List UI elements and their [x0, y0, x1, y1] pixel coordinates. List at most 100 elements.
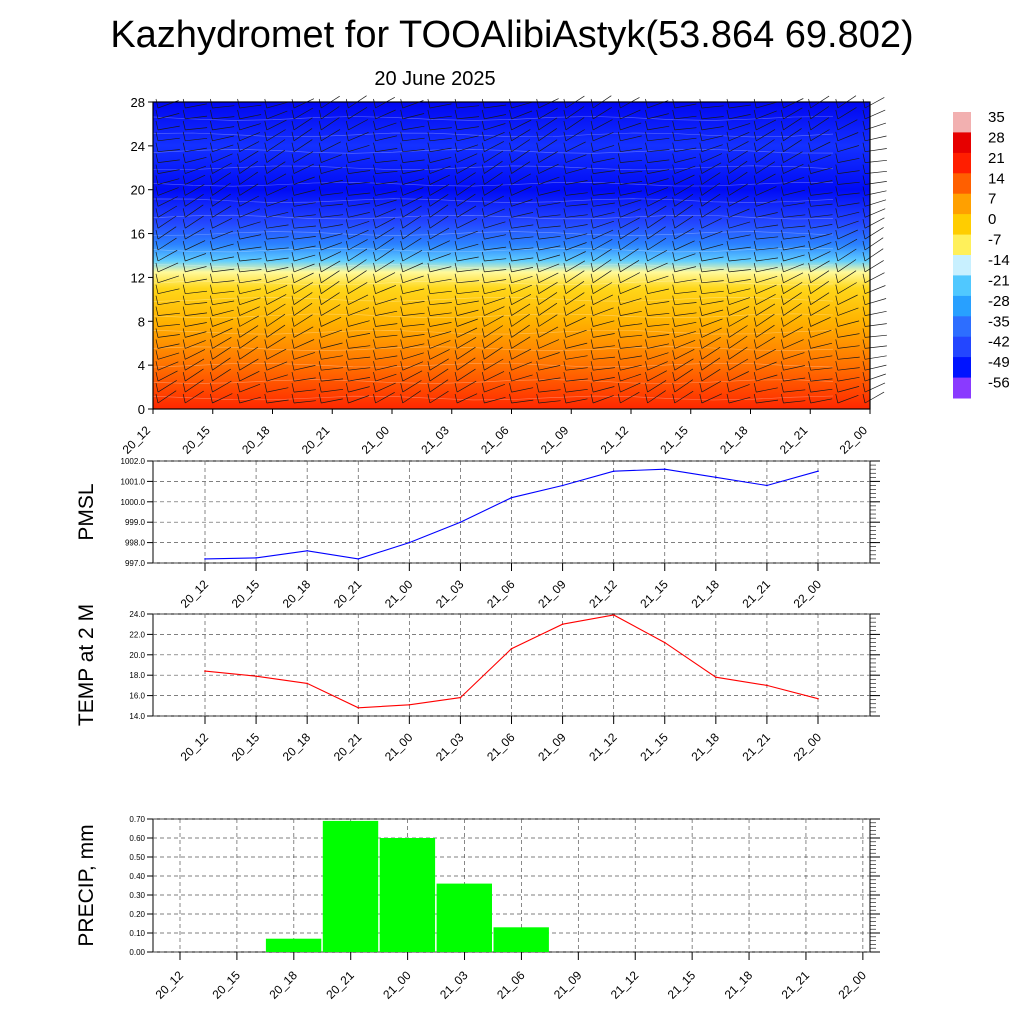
- colorbar-segment: [953, 173, 971, 195]
- wind-barb: [293, 326, 314, 338]
- wind-barb: [810, 378, 833, 382]
- wind-barb: [348, 157, 370, 163]
- wind-barb: [783, 128, 802, 142]
- wind-barb: [810, 304, 830, 316]
- wind-barb-feather: [481, 219, 485, 229]
- wind-barb: [484, 123, 506, 131]
- wind-barb: [321, 316, 342, 327]
- heatmap-field: [153, 102, 870, 409]
- wind-barb-feather: [454, 393, 458, 404]
- wind-barb: [810, 129, 830, 142]
- wind-barb-feather: [373, 262, 376, 272]
- wind-barb-feather: [645, 120, 648, 130]
- wind-barb-feather: [726, 295, 730, 305]
- contour-line: [152, 264, 834, 269]
- wind-barb-feather: [400, 219, 404, 229]
- wind-barb-feather: [862, 131, 866, 141]
- wind-barb-feather: [210, 142, 213, 152]
- wind-barb-feather: [808, 153, 811, 163]
- wind-barb: [456, 346, 476, 360]
- wind-barb: [429, 174, 450, 185]
- wind-barb: [810, 281, 829, 294]
- wind-barb-feather: [481, 240, 485, 251]
- wind-barb-feather: [427, 361, 431, 371]
- wind-barb-feather: [481, 361, 485, 371]
- wind-barb-feather: [264, 153, 268, 163]
- wind-barb-feather: [400, 339, 404, 349]
- wind-barb-feather: [155, 208, 159, 218]
- contour-line: [152, 313, 834, 319]
- wind-barb-feather: [590, 328, 594, 338]
- wind-barb: [810, 242, 832, 251]
- wind-barb-feather: [345, 142, 349, 152]
- wind-barb: [783, 352, 805, 360]
- wind-barb: [157, 149, 180, 153]
- wind-barb: [348, 320, 370, 327]
- precip-x-tick-label: 22_00: [835, 968, 869, 1002]
- wind-barb: [674, 331, 696, 338]
- wind-barb-feather: [481, 120, 485, 130]
- wind-barb-feather: [536, 186, 540, 196]
- wind-barb: [783, 254, 805, 262]
- wind-barb: [185, 156, 207, 163]
- temp-x-tick-label: 22_00: [791, 730, 825, 764]
- wind-barb: [810, 251, 831, 262]
- wind-barb: [375, 148, 398, 153]
- wind-barb-feather: [318, 339, 322, 349]
- wind-barb-feather: [210, 153, 213, 163]
- wind-barb-feather: [509, 393, 512, 404]
- wind-barb-feather: [835, 197, 839, 207]
- wind-barb: [375, 297, 397, 306]
- temp-x-tick-label: 21_00: [382, 730, 416, 764]
- wind-barb-feather: [345, 219, 349, 229]
- wind-barb-feather: [536, 208, 540, 218]
- wind-barb-feather: [237, 164, 240, 174]
- wind-barb-feather: [182, 230, 186, 240]
- wind-barb-feather: [672, 383, 676, 393]
- wind-barb: [266, 101, 289, 109]
- wind-barb: [212, 153, 233, 163]
- wind-barb-feather: [454, 273, 458, 283]
- wind-barb: [456, 153, 478, 163]
- wind-barb: [375, 260, 395, 273]
- wind-barb: [484, 335, 503, 349]
- wind-barb: [593, 157, 615, 163]
- wind-barb-feather: [781, 186, 784, 196]
- wind-barb-feather: [835, 361, 839, 371]
- wind-barb: [592, 119, 613, 131]
- wind-barb: [756, 110, 777, 120]
- wind-barb-feather: [509, 361, 512, 371]
- wind-barb: [402, 149, 425, 153]
- wind-barb: [728, 104, 751, 109]
- wind-barb-feather: [699, 98, 703, 109]
- wind-barb: [212, 346, 231, 360]
- wind-barb: [783, 151, 803, 163]
- wind-barb: [402, 370, 423, 382]
- wind-barb-feather: [373, 393, 376, 404]
- wind-barb-feather: [155, 164, 159, 174]
- wind-barb-feather: [373, 230, 376, 240]
- wind-barb-feather: [835, 317, 839, 327]
- wind-barb: [728, 183, 748, 196]
- temp-x-tick-label: 21_12: [586, 730, 620, 764]
- wind-barb-feather: [481, 350, 485, 360]
- wind-barb-feather: [536, 164, 540, 174]
- wind-barb: [647, 205, 667, 218]
- wind-barb: [647, 159, 670, 163]
- wind-barb: [701, 300, 724, 306]
- wind-barb: [701, 182, 721, 196]
- wind-barb: [266, 267, 289, 273]
- wind-barb-feather: [427, 251, 431, 262]
- precip-y-tick-label: 0.10: [129, 929, 145, 938]
- wind-barb-feather: [862, 109, 866, 119]
- wind-barb-feather: [617, 98, 621, 109]
- wind-barb: [756, 336, 776, 349]
- x-tick-label: 20_21: [299, 423, 333, 457]
- wind-barb-feather: [481, 197, 485, 207]
- wind-barb: [565, 129, 585, 142]
- wind-barb-feather: [318, 186, 322, 196]
- wind-barb: [511, 303, 531, 316]
- wind-barb: [837, 229, 858, 240]
- wind-barb: [810, 233, 832, 240]
- wind-barb: [185, 240, 206, 251]
